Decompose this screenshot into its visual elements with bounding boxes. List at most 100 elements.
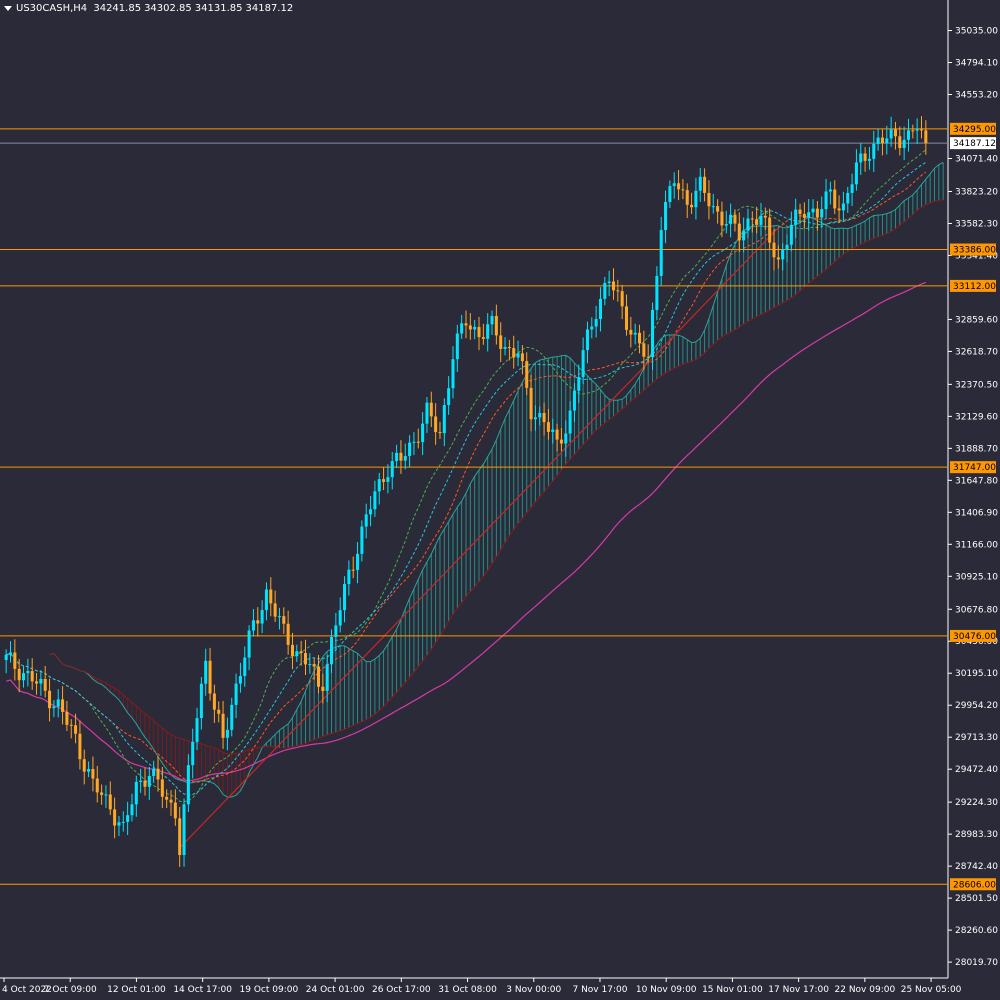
candle-body bbox=[707, 192, 711, 207]
candle-body bbox=[421, 423, 425, 442]
candle-body bbox=[277, 616, 281, 618]
level-price-tag bbox=[950, 122, 996, 135]
candle-body bbox=[729, 214, 733, 225]
candle-body bbox=[720, 211, 724, 226]
candle-body bbox=[382, 479, 386, 482]
price-tick-label: 28742.40 bbox=[955, 862, 998, 872]
candle-body bbox=[577, 377, 581, 391]
candle-body bbox=[759, 215, 763, 225]
candle-body bbox=[390, 461, 394, 478]
candle-body bbox=[746, 218, 750, 231]
dropdown-triangle-icon[interactable] bbox=[4, 5, 12, 11]
candle-body bbox=[87, 769, 91, 772]
price-tick-label: 31166.00 bbox=[955, 540, 998, 550]
price-tick-label: 29713.30 bbox=[955, 733, 998, 743]
price-tick-label: 30195.10 bbox=[955, 669, 998, 679]
candle-body bbox=[260, 610, 264, 624]
candle-body bbox=[611, 281, 616, 291]
candle-body bbox=[186, 765, 190, 805]
candle-body bbox=[199, 683, 203, 719]
candle-body bbox=[512, 348, 516, 358]
price-tick-label: 31406.90 bbox=[955, 508, 998, 518]
candle-body bbox=[269, 589, 273, 604]
candle-body bbox=[572, 390, 576, 411]
candle-body bbox=[225, 729, 229, 738]
candle-body bbox=[664, 201, 668, 231]
senkou-span-b-line bbox=[49, 199, 944, 755]
candle-body bbox=[338, 610, 342, 626]
candle-body bbox=[403, 456, 407, 461]
candle-body bbox=[447, 388, 451, 406]
candle-body bbox=[893, 129, 897, 137]
candle-body bbox=[846, 192, 850, 204]
candle-body bbox=[113, 809, 117, 826]
candle-body bbox=[61, 699, 65, 712]
candle-body bbox=[360, 526, 364, 554]
close-value: 34187.12 bbox=[245, 3, 294, 14]
candle-body bbox=[438, 432, 442, 434]
candle-body bbox=[256, 620, 260, 624]
candle-body bbox=[837, 208, 841, 211]
price-tick-label: 29224.30 bbox=[955, 798, 998, 808]
candle-body bbox=[724, 224, 728, 226]
price-tick-label: 35035.00 bbox=[955, 27, 998, 37]
candle-body bbox=[872, 143, 876, 159]
low-value: 34131.85 bbox=[194, 3, 243, 14]
candle-body bbox=[143, 780, 147, 787]
candle-body bbox=[772, 242, 776, 258]
candle-body bbox=[82, 759, 86, 772]
price-tick-label: 33341.40 bbox=[955, 251, 998, 261]
candle-body bbox=[711, 206, 715, 208]
candle-body bbox=[8, 652, 13, 655]
price-tick-label: 30436.00 bbox=[955, 637, 998, 647]
candle-body bbox=[898, 136, 902, 149]
price-tick-label: 32370.50 bbox=[955, 380, 998, 390]
candle-body bbox=[629, 329, 633, 335]
candle-body bbox=[247, 630, 251, 658]
candle-body bbox=[434, 416, 438, 433]
candle-body bbox=[859, 153, 863, 163]
candle-body bbox=[646, 356, 650, 358]
candle-body bbox=[768, 217, 772, 243]
candle-body bbox=[885, 138, 889, 144]
level-price-label: 33112.00 bbox=[953, 282, 996, 292]
candle-body bbox=[204, 660, 208, 684]
candle-body bbox=[520, 353, 524, 362]
time-tick-label: 12 Oct 01:00 bbox=[107, 985, 166, 995]
candle-body bbox=[286, 623, 290, 645]
candle-body bbox=[165, 796, 169, 800]
candle-body bbox=[191, 741, 195, 766]
price-tick-label: 34553.20 bbox=[955, 91, 998, 101]
level-price-label: 34295.00 bbox=[953, 125, 996, 135]
level-price-tag bbox=[950, 878, 996, 891]
candle-body bbox=[642, 343, 646, 357]
candle-body bbox=[811, 208, 815, 213]
candle-body bbox=[906, 130, 910, 140]
price-tick-label: 28983.30 bbox=[955, 830, 998, 840]
senkou-span-a-line bbox=[49, 162, 944, 798]
candle-body bbox=[815, 208, 819, 218]
green-moving-average-line bbox=[6, 149, 927, 803]
time-tick-label: 25 Nov 05:00 bbox=[901, 985, 962, 995]
candle-body bbox=[212, 693, 216, 710]
price-tick-label: 31888.70 bbox=[955, 444, 998, 454]
candle-body bbox=[698, 176, 702, 191]
candle-body bbox=[325, 664, 329, 692]
level-price-label: 33386.00 bbox=[953, 246, 996, 256]
candle-body bbox=[251, 620, 255, 631]
candle-body bbox=[234, 683, 238, 705]
candle-body bbox=[763, 215, 767, 218]
price-tick-label: 32129.60 bbox=[955, 412, 998, 422]
candle-body bbox=[4, 654, 8, 660]
candle-body bbox=[607, 281, 611, 283]
candle-body bbox=[160, 779, 164, 797]
candle-body bbox=[880, 137, 884, 144]
candle-body bbox=[264, 589, 268, 611]
candle-body bbox=[776, 257, 780, 260]
level-price-tag bbox=[950, 243, 996, 256]
price-tick-label: 29472.40 bbox=[955, 765, 998, 775]
candle-body bbox=[460, 323, 464, 334]
candle-body bbox=[742, 230, 746, 241]
